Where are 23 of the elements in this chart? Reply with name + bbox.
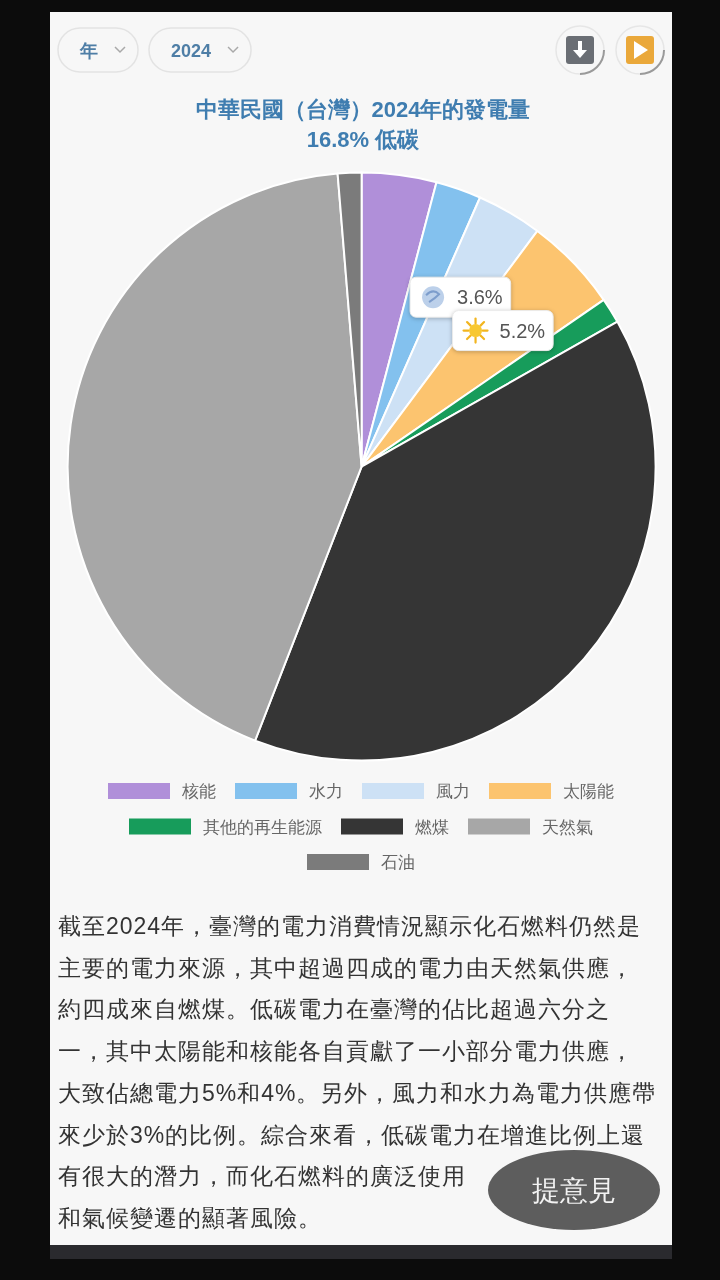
legend-label: 核能 [181,782,216,801]
legend-label: 燃煤 [415,817,449,837]
text: 提意見 [532,1175,616,1206]
text: 約四成來自燃煤。低碳電力在臺灣的佔比超過六分之 [58,996,610,1023]
chart-title: 中華民國（台灣）2024年的發電量 [195,97,531,122]
data-label: 3.6% [457,286,503,309]
text: 大致佔總電力5%和4%。另外，風力和水力為電力供應帶 [58,1079,657,1106]
legend-label: 風力 [436,782,470,801]
text: 一，其中太陽能和核能各自貢獻了一小部分電力供應， [58,1038,634,1065]
text: 有很大的潛力，而化石燃料的廣泛使用 [58,1163,466,1190]
text: 截至2024年，臺灣的電力消費情況顯示化石燃料仍然是 [58,913,642,939]
text: 來少於3%的比例。綜合來看，低碳電力在增進比例上還 [58,1121,646,1148]
chart-subtitle: 16.8% 低碳 [306,127,421,152]
text: 年 [79,41,98,61]
legend-label: 天然氣 [542,817,593,837]
text: 和氣候變遷的顯著風險。 [58,1204,322,1231]
data-label: 5.2% [499,319,546,342]
legend-label: 其他的再生能源 [203,817,322,837]
text: 2024 [171,41,212,61]
legend-label: 石油 [381,853,415,872]
text: 主要的電力來源，其中超過四成的電力由天然氣供應， [58,954,634,981]
legend-label: 太陽能 [563,782,614,801]
legend-label: 水力 [309,782,343,801]
